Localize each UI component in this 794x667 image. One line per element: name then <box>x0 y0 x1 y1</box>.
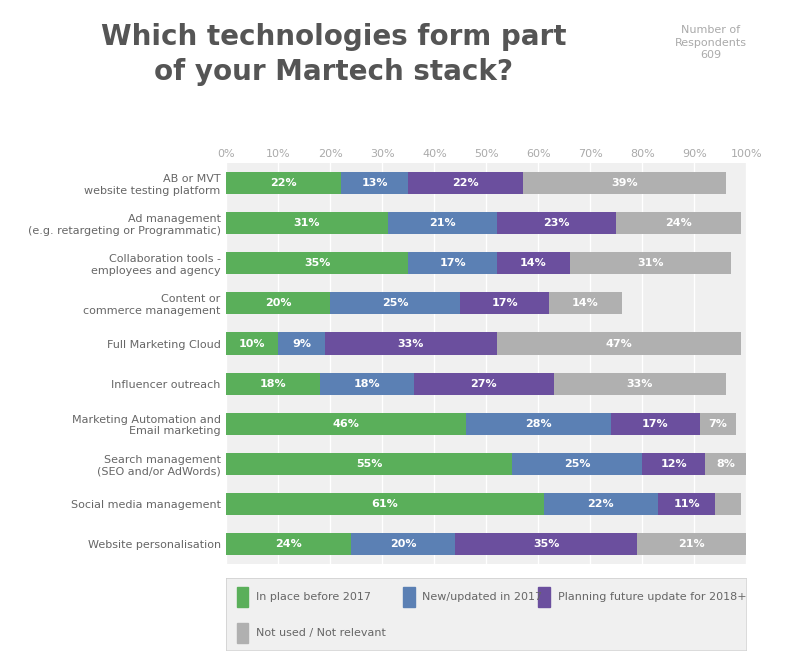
Bar <box>403 587 414 607</box>
Text: 22%: 22% <box>453 179 479 188</box>
Bar <box>325 333 497 355</box>
Bar <box>226 172 341 195</box>
Bar <box>330 293 461 315</box>
Text: 33%: 33% <box>398 339 424 348</box>
Bar <box>237 587 249 607</box>
Bar <box>549 293 622 315</box>
Bar <box>226 293 330 315</box>
Text: 21%: 21% <box>429 219 456 228</box>
Text: Number of
Respondents
609: Number of Respondents 609 <box>675 25 746 60</box>
Text: 33%: 33% <box>626 379 653 388</box>
Text: 20%: 20% <box>265 299 291 308</box>
Bar <box>715 492 741 515</box>
Text: 7%: 7% <box>708 419 727 428</box>
Text: 46%: 46% <box>333 419 360 428</box>
Bar <box>226 212 387 235</box>
Text: 12%: 12% <box>661 459 687 468</box>
Text: 61%: 61% <box>372 499 399 508</box>
Text: 24%: 24% <box>276 539 302 548</box>
Text: 28%: 28% <box>525 419 552 428</box>
Bar <box>279 333 325 355</box>
Text: In place before 2017: In place before 2017 <box>256 592 371 602</box>
Text: 25%: 25% <box>564 459 591 468</box>
Text: 22%: 22% <box>588 499 614 508</box>
Text: 25%: 25% <box>382 299 409 308</box>
Text: 9%: 9% <box>292 339 311 348</box>
Bar <box>497 333 741 355</box>
Bar <box>455 532 637 555</box>
Bar <box>414 372 554 394</box>
Text: 24%: 24% <box>665 219 692 228</box>
Text: 55%: 55% <box>357 459 383 468</box>
Bar <box>700 412 736 435</box>
Text: 18%: 18% <box>353 379 380 388</box>
Bar <box>387 212 497 235</box>
Text: 31%: 31% <box>637 259 664 268</box>
Bar <box>538 587 549 607</box>
Bar <box>226 372 320 394</box>
Bar <box>642 452 705 475</box>
Text: New/updated in 2017: New/updated in 2017 <box>422 592 542 602</box>
Bar <box>705 452 746 475</box>
Text: 13%: 13% <box>361 179 387 188</box>
Text: 17%: 17% <box>439 259 466 268</box>
Text: 23%: 23% <box>543 219 570 228</box>
Text: 35%: 35% <box>304 259 330 268</box>
Text: 39%: 39% <box>611 179 638 188</box>
Bar <box>226 492 544 515</box>
Bar <box>461 293 549 315</box>
Text: 47%: 47% <box>606 339 632 348</box>
Text: 31%: 31% <box>294 219 320 228</box>
Bar <box>522 172 726 195</box>
Bar <box>512 452 642 475</box>
Bar <box>569 253 730 275</box>
Bar <box>351 532 455 555</box>
Bar <box>658 492 715 515</box>
Bar <box>226 333 279 355</box>
Text: Not used / Not relevant: Not used / Not relevant <box>256 628 386 638</box>
Bar <box>554 372 726 394</box>
Text: 17%: 17% <box>491 299 518 308</box>
Text: 27%: 27% <box>470 379 497 388</box>
Text: 22%: 22% <box>270 179 297 188</box>
Text: Which technologies form part
of your Martech stack?: Which technologies form part of your Mar… <box>101 23 566 86</box>
Bar <box>226 532 351 555</box>
Text: 10%: 10% <box>239 339 265 348</box>
Text: 11%: 11% <box>673 499 700 508</box>
Bar <box>408 253 497 275</box>
Bar <box>637 532 746 555</box>
Text: 20%: 20% <box>390 539 416 548</box>
Bar <box>341 172 408 195</box>
Bar <box>226 412 465 435</box>
Bar <box>408 172 522 195</box>
Text: 21%: 21% <box>678 539 705 548</box>
Text: 17%: 17% <box>642 419 669 428</box>
Bar <box>616 212 741 235</box>
Text: 18%: 18% <box>260 379 287 388</box>
Bar <box>544 492 658 515</box>
Bar <box>611 412 700 435</box>
Bar <box>237 623 249 643</box>
Text: 14%: 14% <box>572 299 599 308</box>
Text: 8%: 8% <box>716 459 735 468</box>
Bar <box>226 253 408 275</box>
Text: 14%: 14% <box>520 259 546 268</box>
Text: Planning future update for 2018+: Planning future update for 2018+ <box>557 592 746 602</box>
Bar <box>497 253 569 275</box>
Text: 35%: 35% <box>533 539 559 548</box>
Bar <box>497 212 616 235</box>
Bar <box>320 372 414 394</box>
Bar <box>465 412 611 435</box>
Bar <box>226 452 512 475</box>
